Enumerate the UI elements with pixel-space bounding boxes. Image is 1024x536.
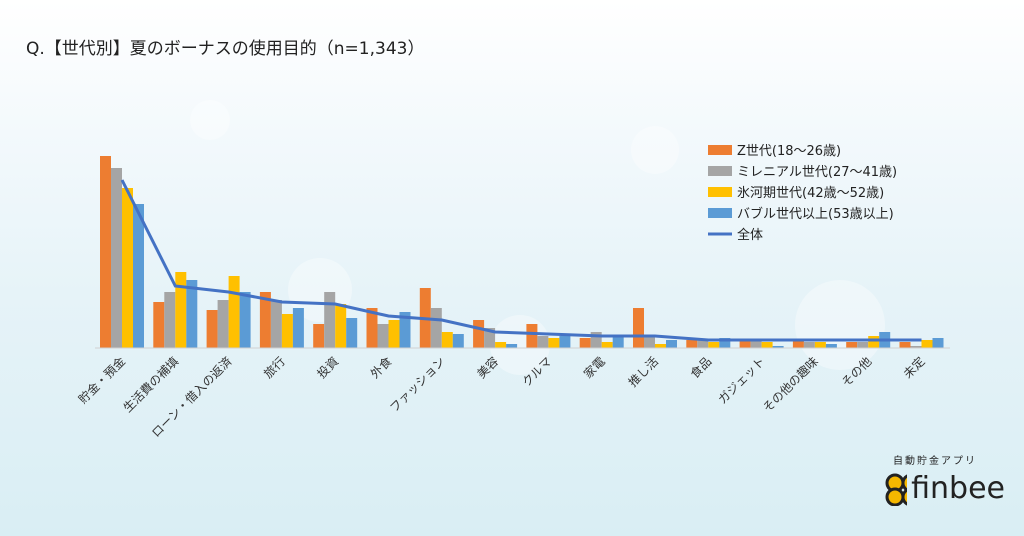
bar-8-0 [526,324,538,348]
bar-1-3 [186,280,198,348]
bar-6-2 [441,332,453,348]
chart-title: Q.【世代別】夏のボーナスの使用目的（n=1,343） [26,39,425,59]
bar-15-0 [899,342,911,348]
logo-wordmark: finbee [911,471,1005,506]
bar-11-3 [719,338,731,348]
bar-5-0 [366,308,378,348]
bar-14-2 [868,336,880,348]
category-label: 貯金・預金 [75,354,128,407]
bar-8-2 [548,338,560,348]
bar-9-3 [612,336,624,348]
bar-0-0 [100,156,111,348]
bar-14-0 [846,342,858,348]
bar-3-1 [270,300,282,348]
bar-1-1 [164,292,176,348]
bar-5-3 [399,312,411,348]
bar-9-1 [590,332,602,348]
bar-10-2 [655,344,666,348]
bar-1-0 [153,302,165,348]
bar-15-1 [910,346,922,348]
logo-subtitle: 自動貯金アプリ [893,456,977,467]
bar-0-3 [133,204,144,348]
bar-4-2 [335,304,347,348]
legend-swatch [708,166,732,176]
bar-12-0 [739,340,751,348]
bar-13-1 [803,342,815,348]
bar-3-2 [281,314,293,348]
category-label: 旅行 [261,354,288,381]
finbee-logo: 自動貯金アプリ finbee [885,452,1005,506]
bar-5-1 [377,324,389,348]
category-label: 未定 [900,354,928,382]
bar-0-1 [111,168,122,348]
category-label: 推し活 [626,354,661,389]
bar-13-2 [814,342,826,348]
bokeh-circle [190,100,230,140]
bar-15-3 [932,338,944,348]
legend-swatch [708,208,732,218]
bar-11-2 [708,342,720,348]
bar-3-3 [292,308,304,348]
category-label: その他の趣味 [759,354,821,416]
bar-6-3 [452,334,464,348]
category-label: 家電 [580,354,608,382]
bar-3-0 [259,292,271,348]
legend-label: Z世代(18～26歳) [737,144,841,159]
bar-11-0 [686,340,698,348]
bar-2-2 [228,276,240,348]
bar-7-3 [506,344,518,348]
bar-10-1 [644,336,655,348]
bar-10-3 [666,340,677,348]
bar-5-2 [388,320,400,348]
bar-10-0 [633,308,644,348]
legend-label: 氷河期世代(42歳～52歳) [737,186,884,201]
bokeh-circle [631,126,679,174]
category-label: ファッション [387,354,448,415]
bar-7-0 [473,320,485,348]
bar-7-2 [495,342,507,348]
bar-8-1 [537,336,549,348]
bar-1-2 [175,272,187,348]
bar-12-1 [750,340,762,348]
bar-9-0 [579,338,591,348]
category-label: 投資 [314,354,342,382]
bar-4-3 [346,318,358,348]
legend-label: バブル世代以上(53歳以上) [737,206,894,222]
bar-13-0 [792,340,804,348]
bar-6-1 [430,308,442,348]
bar-11-1 [697,340,709,348]
bar-8-3 [559,336,571,348]
category-label: ガジェット [715,354,767,406]
bar-15-2 [921,340,933,348]
bar-2-3 [239,292,251,348]
bar-14-1 [857,342,869,348]
legend-label: 全体 [737,227,763,243]
bar-2-1 [217,300,229,348]
bar-4-0 [313,324,325,348]
legend-swatch [708,145,732,155]
bar-0-2 [122,188,133,348]
legend-swatch [708,187,732,197]
bar-12-2 [761,342,773,348]
bar-4-1 [324,292,336,348]
legend-label: ミレニアル世代(27～41歳) [737,165,897,180]
bar-12-3 [772,346,784,348]
category-label: 外食 [367,354,395,382]
bar-13-3 [825,344,837,348]
bee-icon [885,473,908,506]
bar-9-2 [601,342,613,348]
line-series-total [120,179,922,342]
bar-7-1 [484,328,496,348]
bar-2-0 [206,310,218,348]
category-label: 食品 [687,354,715,382]
